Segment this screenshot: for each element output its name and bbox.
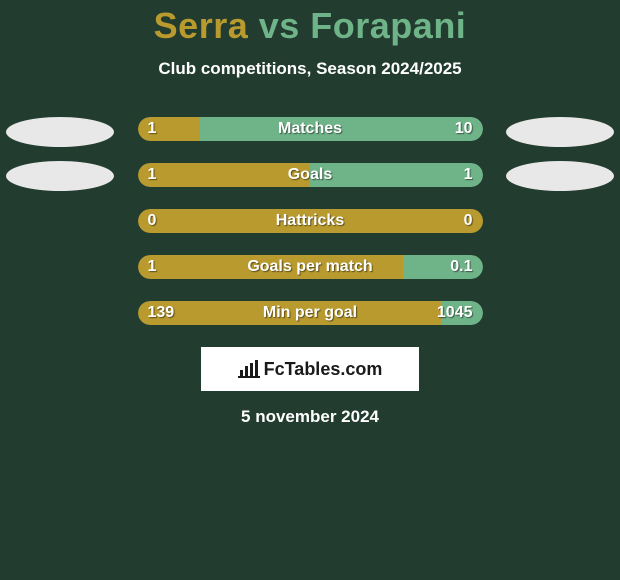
vs-text: vs	[248, 5, 310, 46]
stat-label: Goals	[138, 163, 483, 187]
stat-row: 110Matches	[138, 117, 483, 141]
stat-label: Goals per match	[138, 255, 483, 279]
player-left-avatar-2	[6, 161, 114, 191]
player-left-avatar	[6, 117, 114, 147]
bar-chart-icon	[238, 360, 260, 378]
subtitle: Club competitions, Season 2024/2025	[0, 59, 620, 79]
date: 5 november 2024	[0, 407, 620, 427]
player-right-avatar	[506, 117, 614, 147]
player-left-name: Serra	[154, 5, 249, 46]
source-logo: FcTables.com	[201, 347, 419, 391]
stat-row: 00Hattricks	[138, 209, 483, 233]
stat-label: Min per goal	[138, 301, 483, 325]
player-right-avatar-2	[506, 161, 614, 191]
stat-row: 11Goals	[138, 163, 483, 187]
stat-row: 10.1Goals per match	[138, 255, 483, 279]
logo-label: FcTables.com	[264, 359, 383, 380]
stats-block: 110Matches 11Goals 00Hattricks 10.1Goals pe…	[0, 117, 620, 325]
comparison-card: Serra vs Forapani Club competitions, Sea…	[0, 0, 620, 427]
stat-label: Matches	[138, 117, 483, 141]
title: Serra vs Forapani	[0, 5, 620, 47]
stat-row: 1391045Min per goal	[138, 301, 483, 325]
logo-text: FcTables.com	[238, 359, 383, 380]
stat-label: Hattricks	[138, 209, 483, 233]
player-right-name: Forapani	[310, 5, 466, 46]
